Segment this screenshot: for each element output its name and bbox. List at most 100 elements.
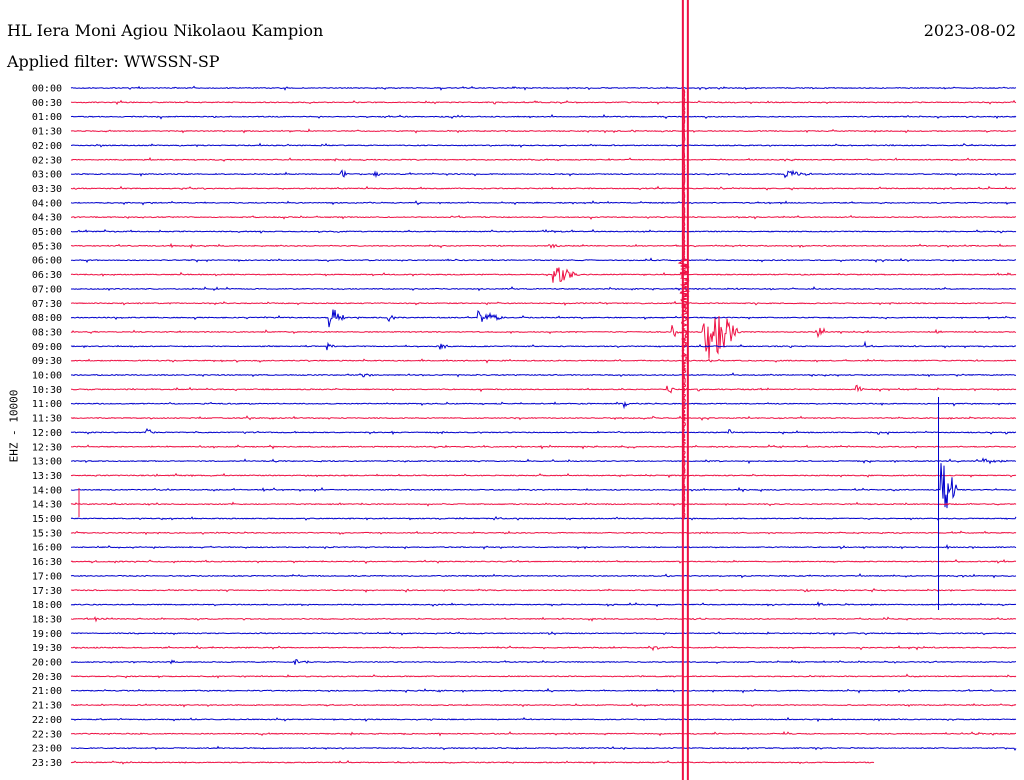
trace-row <box>70 659 1017 665</box>
trace-row <box>70 616 1017 623</box>
time-tick-label: 00:00 <box>32 84 62 95</box>
time-tick-label: 11:30 <box>32 414 62 425</box>
trace-row <box>70 760 875 765</box>
earthquake-trace-band <box>681 0 684 780</box>
time-tick-label: 15:00 <box>32 514 62 525</box>
time-tick-label: 20:00 <box>32 658 62 669</box>
trace-row <box>70 372 1017 378</box>
time-tick-label: 12:30 <box>32 442 62 453</box>
time-tick-label: 09:00 <box>32 342 62 353</box>
trace-row <box>70 730 1017 737</box>
trace-row <box>70 573 1017 579</box>
trace-row <box>70 200 1017 206</box>
time-tick-label: 05:00 <box>32 227 62 238</box>
trace-row <box>70 85 1017 91</box>
time-tick-label: 23:00 <box>32 744 62 755</box>
time-tick-label: 02:30 <box>32 155 62 166</box>
trace-row <box>70 415 1017 421</box>
trace-row <box>70 257 1017 264</box>
time-tick-label: 23:30 <box>32 758 62 769</box>
time-tick-label: 14:30 <box>32 500 62 511</box>
time-tick-label: 14:00 <box>32 485 62 496</box>
trace-row <box>70 501 1017 507</box>
time-tick-label: 22:00 <box>32 715 62 726</box>
time-tick-label: 18:30 <box>32 614 62 625</box>
earthquake-coda <box>677 89 691 520</box>
trace-row <box>70 340 1017 351</box>
time-tick-label: 21:30 <box>32 701 62 712</box>
trace-row <box>71 142 1017 148</box>
trace-row <box>70 400 1017 410</box>
trace-row <box>70 128 1017 134</box>
time-tick-label: 01:30 <box>32 127 62 138</box>
trace-row <box>70 463 1017 509</box>
time-tick-label: 11:00 <box>32 399 62 410</box>
time-tick-label: 19:30 <box>32 643 62 654</box>
station-title: HL Iera Moni Agiou Nikolaou Kampion <box>7 21 324 40</box>
trace-row <box>70 631 1017 636</box>
time-tick-label: 08:30 <box>32 327 62 338</box>
time-tick-label: 07:30 <box>32 299 62 310</box>
trace-row <box>70 315 1017 359</box>
time-tick-label: 04:30 <box>32 213 62 224</box>
trace-row <box>70 530 1017 536</box>
time-tick-label: 05:30 <box>32 241 62 252</box>
trace-row <box>71 214 1017 220</box>
trace-row <box>70 185 1017 191</box>
trace-row <box>70 309 1017 328</box>
time-tick-label: 16:30 <box>32 557 62 568</box>
trace-row <box>70 300 1017 306</box>
trace-row <box>70 687 1017 694</box>
time-tick-label: 09:30 <box>32 356 62 367</box>
time-tick-label: 12:00 <box>32 428 62 439</box>
time-tick-label: 02:00 <box>32 141 62 152</box>
trace-row <box>70 384 1017 394</box>
trace-row <box>70 601 1017 608</box>
trace-row <box>70 242 1016 249</box>
time-tick-label: 15:30 <box>32 528 62 539</box>
time-tick-label: 00:30 <box>32 98 62 109</box>
time-tick-label: 18:00 <box>32 600 62 611</box>
trace-row <box>70 515 1017 521</box>
trace-row <box>70 113 1017 120</box>
trace-row <box>70 444 1017 450</box>
trace-row <box>70 587 1017 593</box>
time-tick-label: 20:30 <box>32 672 62 683</box>
time-tick-label: 10:30 <box>32 385 62 396</box>
time-tick-label: 16:00 <box>32 543 62 554</box>
trace-row <box>70 745 1017 751</box>
trace-row <box>70 702 1017 708</box>
time-tick-label: 17:30 <box>32 586 62 597</box>
time-tick-label: 01:00 <box>32 112 62 123</box>
time-tick-label: 03:00 <box>32 170 62 181</box>
time-tick-label: 22:30 <box>32 729 62 740</box>
time-tick-label: 17:00 <box>32 571 62 582</box>
time-tick-label: 06:30 <box>32 270 62 281</box>
trace-row <box>70 716 1017 723</box>
trace-row <box>70 427 1017 436</box>
date-label: 2023-08-02 <box>923 21 1016 40</box>
trace-row <box>70 358 1017 364</box>
trace-row <box>70 99 1017 106</box>
filter-label: Applied filter: WWSSN-SP <box>7 52 220 71</box>
trace-row <box>70 472 1017 479</box>
time-tick-label: 21:00 <box>32 686 62 697</box>
trace-row <box>70 645 1017 652</box>
trace-row <box>70 157 1017 162</box>
trace-row <box>70 286 1016 292</box>
time-tick-label: 13:30 <box>32 471 62 482</box>
time-tick-label: 13:00 <box>32 457 62 468</box>
time-tick-label: 03:30 <box>32 184 62 195</box>
time-tick-label: 07:00 <box>32 284 62 295</box>
time-tick-label: 10:00 <box>32 371 62 382</box>
trace-row <box>70 169 1017 179</box>
time-tick-label: 19:00 <box>32 629 62 640</box>
time-tick-label: 04:00 <box>32 198 62 209</box>
trace-row <box>70 558 1017 565</box>
time-tick-label: 06:00 <box>32 256 62 267</box>
trace-row <box>71 544 1017 550</box>
trace-row <box>70 228 1017 234</box>
trace-row <box>70 673 1017 679</box>
time-tick-label: 08:00 <box>32 313 62 324</box>
